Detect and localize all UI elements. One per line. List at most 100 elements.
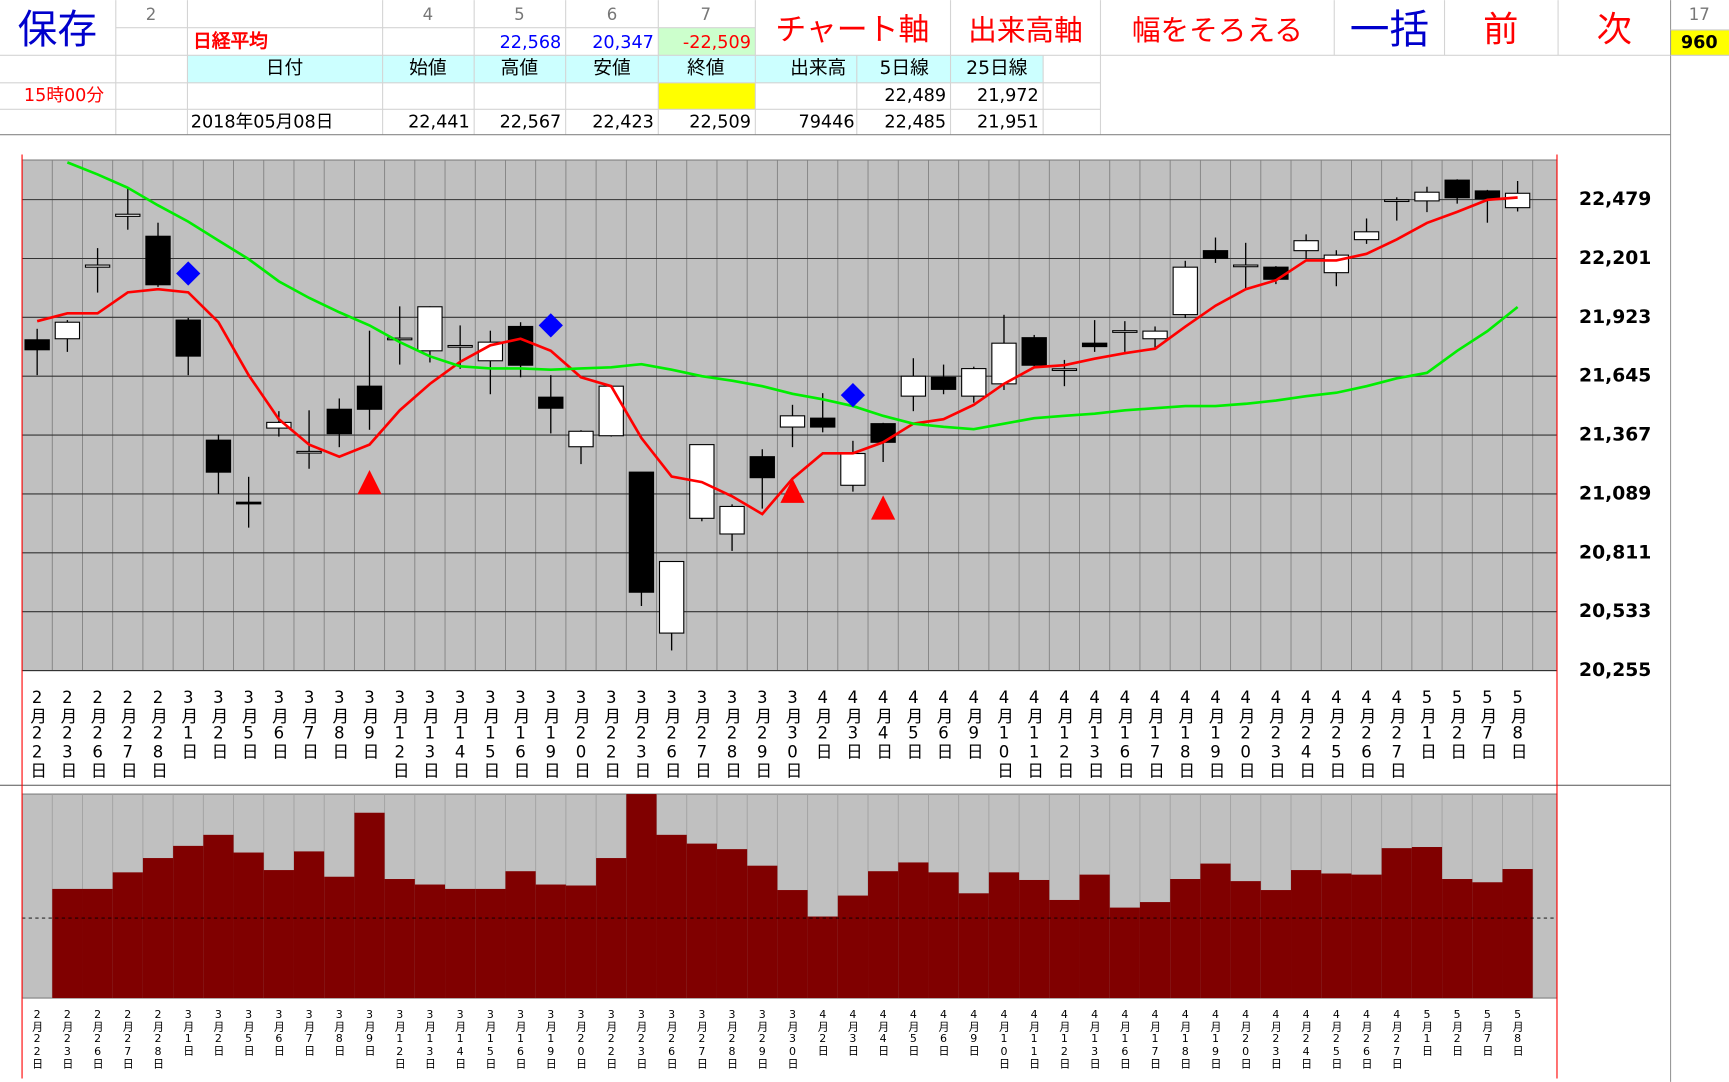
x-tick-label: 4月24日 (1300, 1008, 1313, 1069)
x-tick-label: 3月19日 (541, 688, 560, 778)
volume-bar (656, 834, 687, 999)
candle-body (1504, 192, 1531, 209)
x-tick-label: 2月28日 (152, 1008, 165, 1069)
x-tick-label: 3月6日 (272, 1008, 285, 1056)
button[interactable]: チャート軸 (775, 12, 929, 48)
x-tick-label: 3月28日 (723, 688, 742, 778)
x-tick-label: 2月26日 (91, 1008, 104, 1069)
x-tick-label: 5月8日 (1508, 688, 1527, 759)
x-tick-label: 4月27日 (1387, 688, 1406, 778)
volume-bar (868, 871, 899, 999)
signal-marker (538, 313, 563, 338)
volume-bar (1019, 879, 1050, 999)
volume-bar (142, 858, 174, 999)
candle-body (598, 385, 624, 437)
volume-bar (1200, 863, 1231, 999)
button[interactable]: 出来高軸 (968, 13, 1083, 47)
candle-body (568, 430, 594, 448)
column-number: 7 (700, 5, 711, 24)
save-button[interactable]: 保存 (18, 7, 97, 53)
column-number: 6 (607, 5, 618, 24)
x-tick-label: 2月22日 (28, 688, 47, 778)
button[interactable]: 次 (1597, 9, 1632, 50)
column-header: 終値 (687, 58, 724, 79)
candle-body (1202, 250, 1229, 259)
signal-marker (780, 478, 805, 503)
x-tick-label: 4月13日 (1085, 688, 1104, 778)
x-tick-label: 3月5日 (239, 688, 258, 759)
change-value: -22,509 (683, 33, 751, 53)
x-tick-label: 4月25日 (1327, 688, 1346, 778)
column-header: 高値 (501, 58, 538, 79)
high-value: 22,568 (500, 33, 562, 53)
x-tick-label: 2月27日 (121, 1008, 134, 1069)
y-tick-label: 22,201 (1579, 248, 1651, 269)
candle-body (235, 501, 262, 505)
x-tick-label: 3月9日 (360, 688, 379, 759)
button[interactable]: 一括 (1350, 7, 1429, 53)
x-tick-label: 4月2日 (813, 688, 832, 759)
time: 15時00分 (24, 85, 104, 106)
x-tick-label: 4月16日 (1118, 1008, 1131, 1069)
candle-body (356, 385, 383, 410)
signal-marker (357, 469, 382, 495)
candle-body (961, 368, 987, 397)
x-tick-label: 3月27日 (695, 1008, 708, 1069)
x-tick-label: 4月18日 (1179, 1008, 1192, 1069)
x-tick-label: 3月2日 (209, 688, 228, 759)
candle-body (840, 452, 866, 486)
x-tick-label: 4月19日 (1209, 1008, 1222, 1069)
candle-body (1474, 190, 1501, 200)
x-tick-label: 3月12日 (390, 688, 409, 778)
x-tick-label: 4月13日 (1088, 1008, 1101, 1069)
volume-bar (988, 872, 1020, 999)
x-tick-label: 2月28日 (149, 688, 168, 778)
column-header: 25日線 (966, 58, 1028, 79)
volume-bar (1049, 899, 1080, 999)
close-cell (658, 82, 756, 110)
x-tick-label: 4月20日 (1239, 1008, 1252, 1069)
candle-body (1021, 337, 1047, 366)
candle-body (719, 505, 745, 535)
x-tick-label: 4月3日 (846, 1008, 859, 1056)
volume-bar (777, 890, 808, 999)
low-value: 20,347 (592, 33, 654, 53)
volume-bar (505, 871, 536, 999)
x-tick-label: 3月12日 (393, 1008, 406, 1069)
volume-bar (203, 834, 234, 999)
x-tick-label: 3月16日 (514, 1008, 527, 1069)
x-tick-label: 2月23日 (58, 688, 77, 778)
x-tick-label: 3月13日 (420, 688, 439, 778)
volume-bar (898, 862, 929, 999)
candle-body (115, 213, 141, 217)
x-tick-label: 4月4日 (877, 1008, 890, 1056)
x-tick-label: 3月22日 (605, 1008, 618, 1069)
candle-body (266, 421, 292, 429)
candle-body (1384, 199, 1410, 203)
volume-bar (173, 845, 204, 999)
candle-body (1353, 231, 1380, 241)
candle-body (417, 306, 443, 352)
button[interactable]: 前 (1483, 9, 1518, 50)
x-tick-label: 3月9日 (363, 1008, 376, 1056)
counter: 960 (1681, 33, 1718, 53)
candle-body (900, 375, 927, 397)
x-tick-label: 3月2日 (212, 1008, 225, 1056)
x-tick-label: 4月6日 (934, 688, 953, 759)
x-tick-label: 3月16日 (511, 688, 530, 778)
volume-bar (112, 872, 143, 999)
button[interactable]: 幅をそろえる (1132, 13, 1303, 47)
candle-body (1051, 368, 1078, 372)
x-tick-label: 3月14日 (451, 688, 470, 778)
volume-bar (837, 895, 869, 999)
signal-marker (840, 382, 866, 408)
x-tick-label: 4月12日 (1055, 688, 1074, 778)
x-tick-label: 4月26日 (1360, 1008, 1373, 1069)
x-tick-label: 5月1日 (1417, 688, 1436, 759)
x-tick-label: 4月10日 (997, 1008, 1010, 1069)
candle-body (447, 344, 473, 348)
volume-bar (293, 851, 325, 999)
x-tick-label: 3月23日 (635, 1008, 648, 1069)
volume-bar (1442, 879, 1473, 999)
